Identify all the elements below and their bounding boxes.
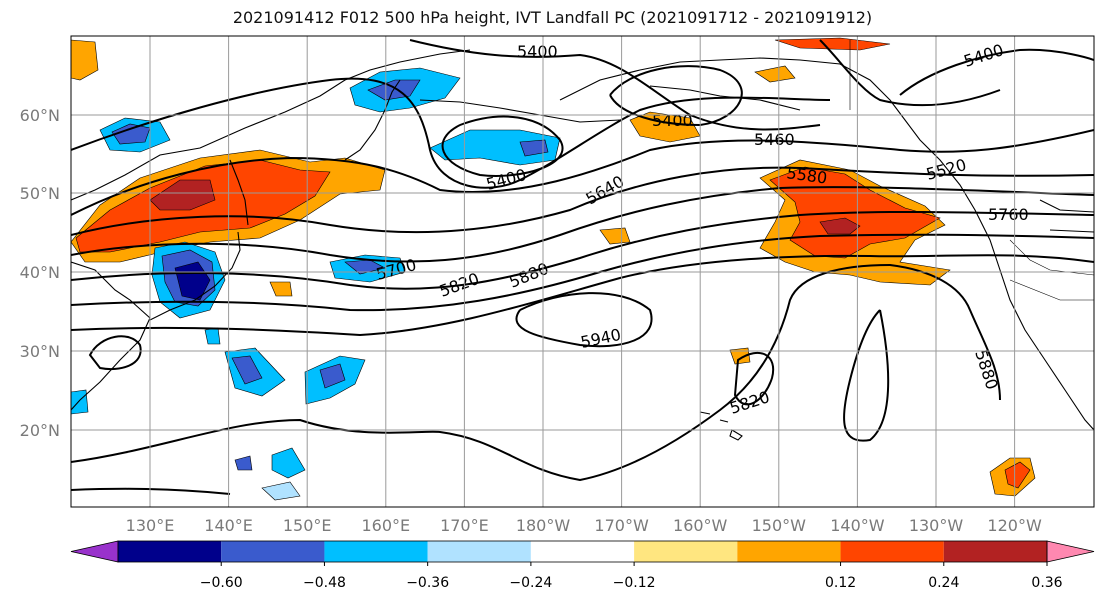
ivt-negative-region xyxy=(271,447,306,479)
ivt-positive-region xyxy=(75,159,331,253)
lon-label: 120°W xyxy=(987,516,1042,535)
coastline-kamchatka xyxy=(344,79,401,161)
height-contour xyxy=(71,77,831,189)
longitude-labels: 130°E 140°E 150°E 160°E 170°E 180°W 170°W 160°W… xyxy=(126,516,1042,535)
graticule xyxy=(71,36,1094,507)
height-contour xyxy=(819,39,1001,107)
map-title: 2021091412 F012 500 hPa height, IVT Land… xyxy=(232,8,873,27)
height-contour xyxy=(71,166,1094,236)
ivt-positive-region xyxy=(269,281,293,297)
coastlines xyxy=(71,40,1094,441)
colorbar-segment xyxy=(427,541,531,562)
coastline-sakhalin xyxy=(229,159,249,226)
lat-label: 20°N xyxy=(20,421,60,440)
contour-label: 5400 xyxy=(652,111,693,130)
lon-label: 150°E xyxy=(283,516,332,535)
coastline-hawaii xyxy=(699,411,743,441)
ivt-positive-region xyxy=(754,65,796,83)
height-contour xyxy=(71,129,1094,216)
latitude-labels: 60°N 50°N 40°N 30°N 20°N xyxy=(20,106,60,440)
lon-label: 160°E xyxy=(361,516,410,535)
contour-label: 5400 xyxy=(517,42,558,61)
ivt-negative-region xyxy=(367,79,421,101)
colorbar-tick-label: −0.12 xyxy=(613,575,656,591)
height-contour xyxy=(609,65,743,127)
coastline-alaska xyxy=(559,57,1094,431)
lon-label: 170°E xyxy=(440,516,489,535)
lat-label: 60°N xyxy=(20,106,60,125)
ivt-negative-region xyxy=(71,389,89,415)
height-contour xyxy=(843,309,890,442)
colorbar-tick-label: 0.24 xyxy=(928,575,959,591)
ivt-negative-region xyxy=(519,139,549,157)
lon-label: 130°E xyxy=(126,516,175,535)
coastline-asia xyxy=(71,49,471,201)
colorbar-segment xyxy=(221,541,325,562)
ivt-negative-region xyxy=(231,355,263,385)
ivt-negative-region xyxy=(344,259,386,275)
height-contour xyxy=(733,351,775,406)
height-contour xyxy=(441,115,564,177)
colorbar-segment xyxy=(530,541,635,562)
lon-label: 170°W xyxy=(594,516,649,535)
height-contour xyxy=(88,335,142,371)
ivt-negative-region xyxy=(234,455,253,471)
contour-label: 5760 xyxy=(988,205,1029,224)
coastline-aleutians xyxy=(419,99,621,123)
height-contour xyxy=(71,254,1094,337)
map-frame xyxy=(70,35,1095,508)
colorbar-segment xyxy=(634,541,738,562)
colorbar-tick-label: −0.60 xyxy=(200,575,243,591)
ivt-negative-region xyxy=(111,123,151,145)
ivt-positive-region xyxy=(71,39,99,81)
colorbar-segment xyxy=(737,541,841,562)
contour-label: 5460 xyxy=(754,130,795,149)
colorbar-tick-label: −0.36 xyxy=(406,575,449,591)
lon-label: 160°W xyxy=(673,516,728,535)
lon-label: 150°W xyxy=(752,516,807,535)
ivt-negative-region xyxy=(204,327,221,345)
colorbar-tick-label: 0.36 xyxy=(1031,575,1062,591)
colorbar-tick-label: −0.24 xyxy=(509,575,552,591)
colorbar-segment xyxy=(324,541,428,562)
height-contour xyxy=(515,292,653,348)
ivt-positive-region xyxy=(729,347,751,365)
colorbar-tick-label: −0.48 xyxy=(303,575,346,591)
lat-label: 30°N xyxy=(20,342,60,361)
ivt-positive-region xyxy=(774,37,891,51)
lat-label: 50°N xyxy=(20,184,60,203)
colorbar-segment xyxy=(840,541,944,562)
height-contour xyxy=(71,487,231,495)
ivt-negative-region xyxy=(261,481,301,501)
ivt-negative-region xyxy=(319,363,346,389)
height-contour xyxy=(71,186,1094,263)
ivt-positive-region xyxy=(149,179,216,211)
coastline-japan xyxy=(149,231,241,321)
lon-label: 130°W xyxy=(909,516,964,535)
colorbar: −0.60−0.48−0.36−0.24−0.120.120.240.360.4… xyxy=(70,540,1095,591)
lon-label: 140°W xyxy=(830,516,885,535)
height-contour xyxy=(409,39,821,131)
height-contour xyxy=(71,210,1094,290)
ivt-positive-region xyxy=(819,217,861,235)
colorbar-segment xyxy=(118,541,222,562)
lon-label: 180°W xyxy=(516,516,571,535)
ivt-positive-region xyxy=(599,227,631,245)
colorbar-tick-label: 0.12 xyxy=(825,575,856,591)
colorbar-frame xyxy=(117,540,1048,563)
ivt-positive-region xyxy=(1004,461,1031,489)
coastline-alaska xyxy=(649,85,801,111)
colorbar-segment xyxy=(943,541,1047,562)
colorbar-extension-high xyxy=(1046,540,1095,563)
lat-label: 40°N xyxy=(20,263,60,282)
colorbar-extension-low xyxy=(70,540,119,563)
lon-label: 140°E xyxy=(204,516,253,535)
coastline-north-america xyxy=(1039,199,1094,233)
